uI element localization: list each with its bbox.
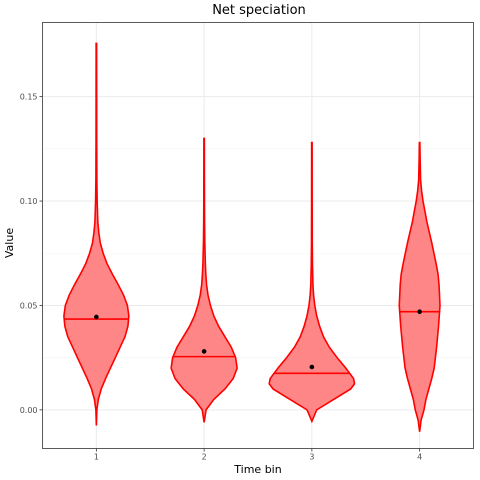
violins <box>63 42 441 432</box>
mean-point-2 <box>201 349 207 354</box>
mean-point-4 <box>417 309 422 315</box>
y-tick-label: 0.00 <box>20 406 38 415</box>
y-axis-title: Value <box>3 228 16 258</box>
x-tick-label: 4 <box>417 453 422 462</box>
y-tick-label: 0.10 <box>20 197 38 206</box>
x-tick-label: 2 <box>202 453 207 462</box>
violin-2 <box>170 137 238 423</box>
violin-4 <box>398 141 441 432</box>
violin-1 <box>63 42 130 426</box>
violin-3 <box>268 141 356 424</box>
x-axis-title: Time bin <box>233 463 281 476</box>
axes: 0.00 0.05 0.10 0.15 1 2 3 4 <box>20 93 422 462</box>
x-tick-label: 3 <box>309 453 314 462</box>
x-tick-label: 1 <box>94 453 99 462</box>
y-tick-label: 0.05 <box>20 301 38 310</box>
mean-point-3 <box>309 364 315 370</box>
chart-title: Net speciation <box>212 3 306 18</box>
y-tick-label: 0.15 <box>20 93 38 102</box>
panel-border <box>42 22 474 449</box>
mean-point-1 <box>94 314 99 320</box>
